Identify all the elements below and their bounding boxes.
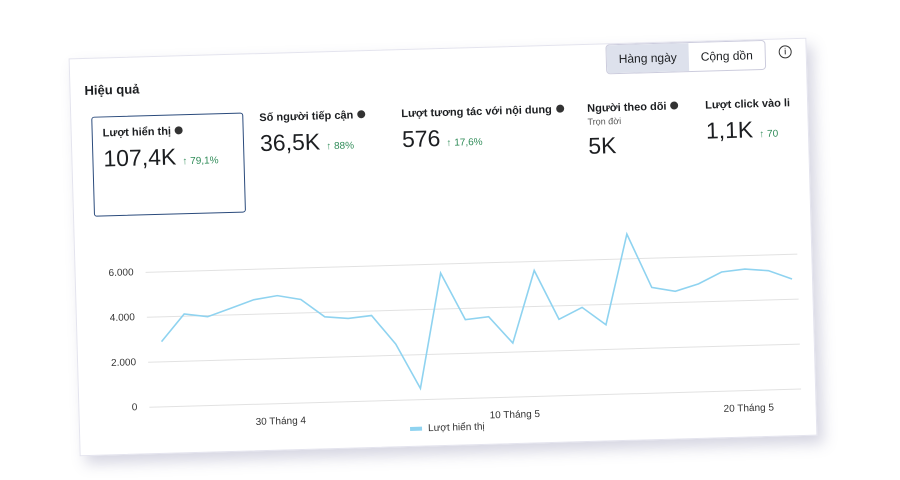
metric-change: 70 [766, 128, 779, 140]
x-tick-label: 10 Tháng 5 [489, 409, 540, 421]
line [160, 231, 793, 391]
metric-value-row: 5K [588, 130, 680, 160]
metric-label: Lượt tương tác với nội dung [401, 103, 552, 121]
grid-line [145, 253, 798, 273]
toggle-option[interactable]: Cộng dồn [700, 48, 753, 64]
toggle-option[interactable]: Hàng ngày [606, 43, 690, 74]
x-tick-label: 30 Tháng 4 [255, 416, 306, 428]
metric-card[interactable]: Lượt click vào li 1,1K ↑ 70 [705, 97, 792, 177]
metric-label-row: Lượt tương tác với nội dung [401, 103, 564, 121]
x-tick-label: 20 Tháng 5 [723, 402, 774, 414]
card-title: Hiệu quả [84, 81, 140, 98]
metric-change-row: ↑ 70 [759, 129, 778, 141]
grid-line [149, 388, 802, 408]
metric-label: Lượt click vào li [704, 97, 791, 112]
metric-change-row: ↑ 17,6% [446, 137, 482, 149]
metric-card[interactable]: Số người tiếp cận 36,5K ↑ 88% [259, 109, 367, 190]
metric-change-row: ↑ 79,1% [182, 155, 218, 167]
y-tick-label: 6.000 [108, 267, 134, 279]
toggle: Hàng ngày Cộng dồn [605, 39, 767, 75]
metric-value-row: 1,1K ↑ 70 [705, 115, 791, 144]
y-tick-label: 4.000 [110, 312, 136, 324]
metric-label-row: Lượt click vào li [705, 97, 790, 111]
metric-value: 5K [587, 132, 617, 159]
info-icon[interactable] [357, 110, 366, 119]
metric-change: 79,1% [190, 155, 219, 168]
metric-value-row: 36,5K ↑ 88% [260, 127, 367, 157]
metric-value: 576 [401, 125, 441, 153]
metric-value-row: 576 ↑ 17,6% [402, 122, 565, 154]
info-icon[interactable] [670, 101, 679, 110]
metric-label-row: Số người tiếp cận [259, 109, 366, 125]
metric-label-row: Lượt hiển thị [102, 124, 233, 140]
metric-value: 36,5K [259, 128, 321, 157]
metric-label: Lượt hiển thị [102, 125, 172, 140]
info-icon[interactable]: i [778, 45, 792, 59]
metric-card[interactable]: Lượt hiển thị 107,4K ↑ 79,1% [91, 112, 246, 217]
metric-label: Số người tiếp cận [259, 109, 354, 125]
info-icon[interactable] [555, 104, 564, 113]
y-tick-label: 2.000 [111, 357, 137, 369]
y-tick-label: 0 [132, 402, 138, 413]
grid-line [146, 298, 799, 318]
metric-label-row: Người theo dõi [587, 100, 679, 115]
legend-swatch [410, 426, 423, 431]
metric-value: 107,4K [103, 143, 177, 172]
metric-card[interactable]: Người theo dõi Trọn đời 5K [587, 100, 680, 181]
metric-change: 17,6% [454, 136, 483, 149]
info-icon[interactable] [174, 126, 184, 135]
chart: 0 2.000 4.000 6.000 30 Tháng 4 10 Tháng 5 20 T… [108, 231, 802, 435]
metric-card[interactable]: Lượt tương tác với nội dung 576 ↑ 17,6% [401, 104, 566, 187]
metric-label: Người theo dõi [587, 100, 667, 115]
metric-value-row: 107,4K ↑ 79,1% [103, 142, 234, 173]
grid-line [148, 343, 800, 363]
metric-value: 1,1K [705, 116, 754, 144]
metric-sublabel: Trọn đời [587, 115, 622, 127]
metric-change-row: ↑ 88% [326, 140, 354, 152]
metric-change: 88% [333, 140, 355, 153]
card: Hiệu quả Hàng ngày Cộng dồn i Lượt hiển … [68, 37, 818, 457]
legend-label: Lượt hiển thị [428, 421, 485, 435]
